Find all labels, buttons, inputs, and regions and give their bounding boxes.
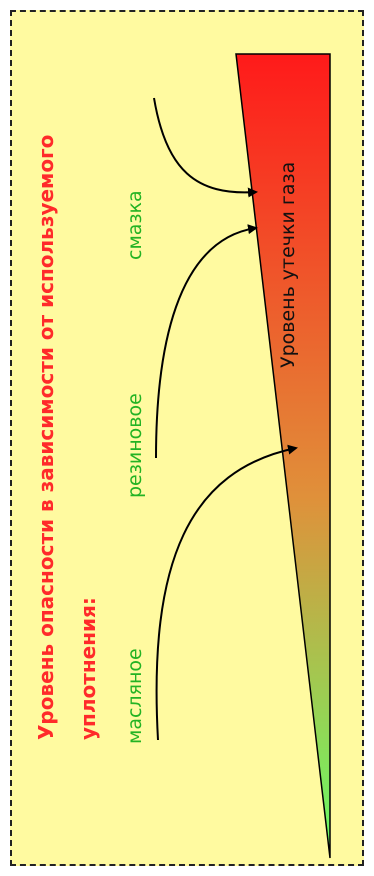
title-line-1: Уровень опасности в зависимости от испол… (34, 134, 58, 740)
title-line-2: уплотнения: (76, 597, 100, 740)
arrow-grease-seal (153, 97, 258, 198)
arrow-rubber-seal (155, 224, 258, 459)
seal-label-oil: масляное (124, 648, 146, 744)
arrow-oil-seal (155, 444, 298, 741)
seal-label-grease: смазка (124, 190, 146, 260)
leak-level-wedge (235, 53, 331, 859)
leak-level-label: Уровень утечки газа (277, 161, 299, 368)
seal-label-rubber: резиновое (124, 393, 146, 498)
